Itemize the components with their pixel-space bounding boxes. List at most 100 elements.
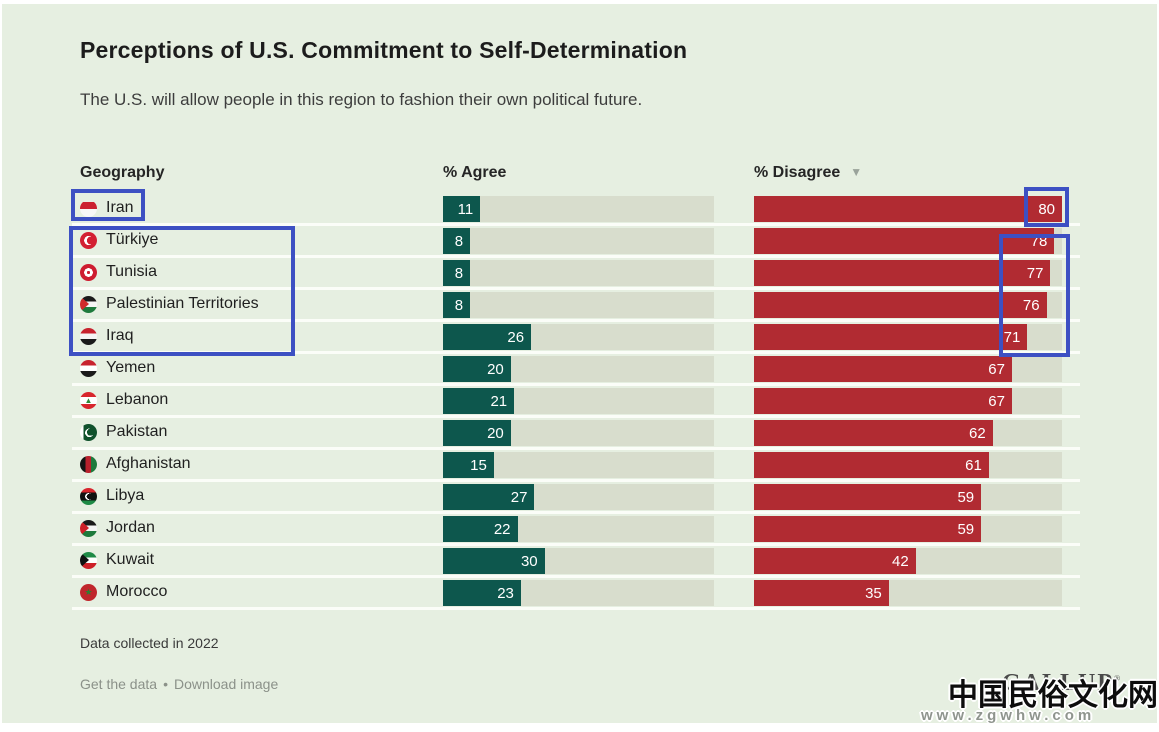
table-row: Türkiye 8 78 — [72, 226, 1080, 258]
table-header-row: Geography % Agree % Disagree ▼ — [72, 162, 1080, 194]
agree-bar-track: 20 — [443, 356, 714, 382]
disagree-bar-track: 59 — [754, 516, 1062, 542]
registered-mark: ® — [1114, 674, 1122, 683]
flag-emblem-icon: ★ — [84, 587, 93, 597]
disagree-bar: 76 — [754, 292, 1047, 318]
agree-bar-track: 20 — [443, 420, 714, 446]
column-header-disagree[interactable]: % Disagree ▼ — [754, 164, 862, 182]
watermark-chinese-text: 中国民俗文化网 — [948, 679, 1158, 712]
column-header-disagree-label: % Disagree — [754, 164, 841, 181]
country-label: Lebanon — [106, 391, 169, 408]
disagree-bar: 35 — [754, 580, 889, 606]
disagree-bar-track: 61 — [754, 452, 1062, 478]
chart-card: Perceptions of U.S. Commitment to Self-D… — [2, 4, 1158, 724]
link-separator-dot: • — [163, 676, 168, 692]
agree-bar: 23 — [443, 580, 521, 606]
agree-bar: 27 — [443, 484, 535, 510]
agree-bar: 11 — [443, 196, 481, 222]
flag-icon: ★ — [80, 584, 97, 601]
flag-icon — [80, 200, 97, 217]
flag-icon — [80, 488, 97, 505]
flag-icon: ▲ — [80, 392, 97, 409]
flag-icon — [80, 328, 97, 345]
agree-bar: 8 — [443, 228, 471, 254]
country-label: Libya — [106, 487, 145, 504]
flag-icon — [80, 296, 97, 313]
disagree-bar-track: 78 — [754, 228, 1062, 254]
disagree-bar-track: 59 — [754, 484, 1062, 510]
disagree-bar: 62 — [754, 420, 993, 446]
flag-icon — [80, 264, 97, 281]
country-label: Morocco — [106, 583, 168, 600]
agree-bar: 8 — [443, 292, 471, 318]
table-row: Tunisia 8 77 — [72, 258, 1080, 290]
agree-bar-track: 26 — [443, 324, 714, 350]
agree-bar-track: 8 — [443, 292, 714, 318]
country-label: Pakistan — [106, 423, 168, 440]
disagree-bar-track: 42 — [754, 548, 1062, 574]
disagree-bar: 61 — [754, 452, 989, 478]
table-row: Jordan 22 59 — [72, 514, 1080, 546]
agree-bar-track: 15 — [443, 452, 714, 478]
table-row: Afghanistan 15 61 — [72, 450, 1080, 482]
country-label: Kuwait — [106, 551, 155, 568]
disagree-bar: 59 — [754, 484, 982, 510]
agree-bar-track: 21 — [443, 388, 714, 414]
table-row: Yemen 20 67 — [72, 354, 1080, 386]
disagree-bar: 77 — [754, 260, 1051, 286]
data-collection-note: Data collected in 2022 — [80, 635, 219, 651]
disagree-bar: 80 — [754, 196, 1062, 222]
chart-table: Geography % Agree % Disagree ▼ Iran 11 80 Tü… — [72, 162, 1080, 610]
table-row: Libya 27 59 — [72, 482, 1080, 514]
disagree-bar: 67 — [754, 356, 1012, 382]
table-row: ★ Morocco 23 35 — [72, 578, 1080, 610]
country-label: Jordan — [106, 519, 155, 536]
country-label: Palestinian Territories — [106, 295, 259, 312]
column-header-geography[interactable]: Geography — [80, 164, 165, 181]
disagree-bar-track: 71 — [754, 324, 1062, 350]
download-image-link[interactable]: Download image — [173, 676, 279, 692]
agree-bar: 15 — [443, 452, 494, 478]
table-row: Iraq 26 71 — [72, 322, 1080, 354]
agree-bar-track: 11 — [443, 196, 714, 222]
country-label: Yemen — [106, 359, 156, 376]
sort-descending-icon: ▼ — [850, 165, 863, 179]
disagree-bar-track: 67 — [754, 356, 1062, 382]
flag-icon — [80, 520, 97, 537]
disagree-bar: 59 — [754, 516, 982, 542]
agree-bar: 8 — [443, 260, 471, 286]
disagree-bar: 67 — [754, 388, 1012, 414]
flag-icon — [80, 456, 97, 473]
country-label: Tunisia — [106, 263, 157, 280]
disagree-bar: 71 — [754, 324, 1028, 350]
table-row: ▲ Lebanon 21 67 — [72, 386, 1080, 418]
agree-bar-track: 30 — [443, 548, 714, 574]
column-header-agree[interactable]: % Agree — [443, 164, 507, 181]
country-label: Türkiye — [106, 231, 159, 248]
table-row: Kuwait 30 42 — [72, 546, 1080, 578]
agree-bar: 20 — [443, 420, 511, 446]
flag-emblem-icon: ▲ — [84, 395, 93, 405]
table-row: Palestinian Territories 8 76 — [72, 290, 1080, 322]
flag-icon — [80, 552, 97, 569]
table-row: Iran 11 80 — [72, 194, 1080, 226]
page-title: Perceptions of U.S. Commitment to Self-D… — [80, 37, 688, 63]
disagree-bar-track: 76 — [754, 292, 1062, 318]
flag-icon — [80, 360, 97, 377]
table-body: Iran 11 80 Türkiye 8 78 Tunisia 8 77 Palestinian … — [72, 194, 1080, 610]
agree-bar-track: 8 — [443, 228, 714, 254]
flag-icon — [80, 232, 97, 249]
table-row: Pakistan 20 62 — [72, 418, 1080, 450]
agree-bar: 21 — [443, 388, 515, 414]
get-the-data-link[interactable]: Get the data — [80, 676, 158, 692]
footer-links: Get the data • Download image — [80, 676, 278, 692]
disagree-bar-track: 67 — [754, 388, 1062, 414]
flag-icon — [80, 424, 97, 441]
watermark-url-text: www.zgwhw.com — [921, 707, 1096, 724]
agree-bar: 20 — [443, 356, 511, 382]
agree-bar: 26 — [443, 324, 532, 350]
agree-bar-track: 8 — [443, 260, 714, 286]
disagree-bar: 78 — [754, 228, 1055, 254]
chart-subtitle: The U.S. will allow people in this regio… — [80, 90, 643, 109]
